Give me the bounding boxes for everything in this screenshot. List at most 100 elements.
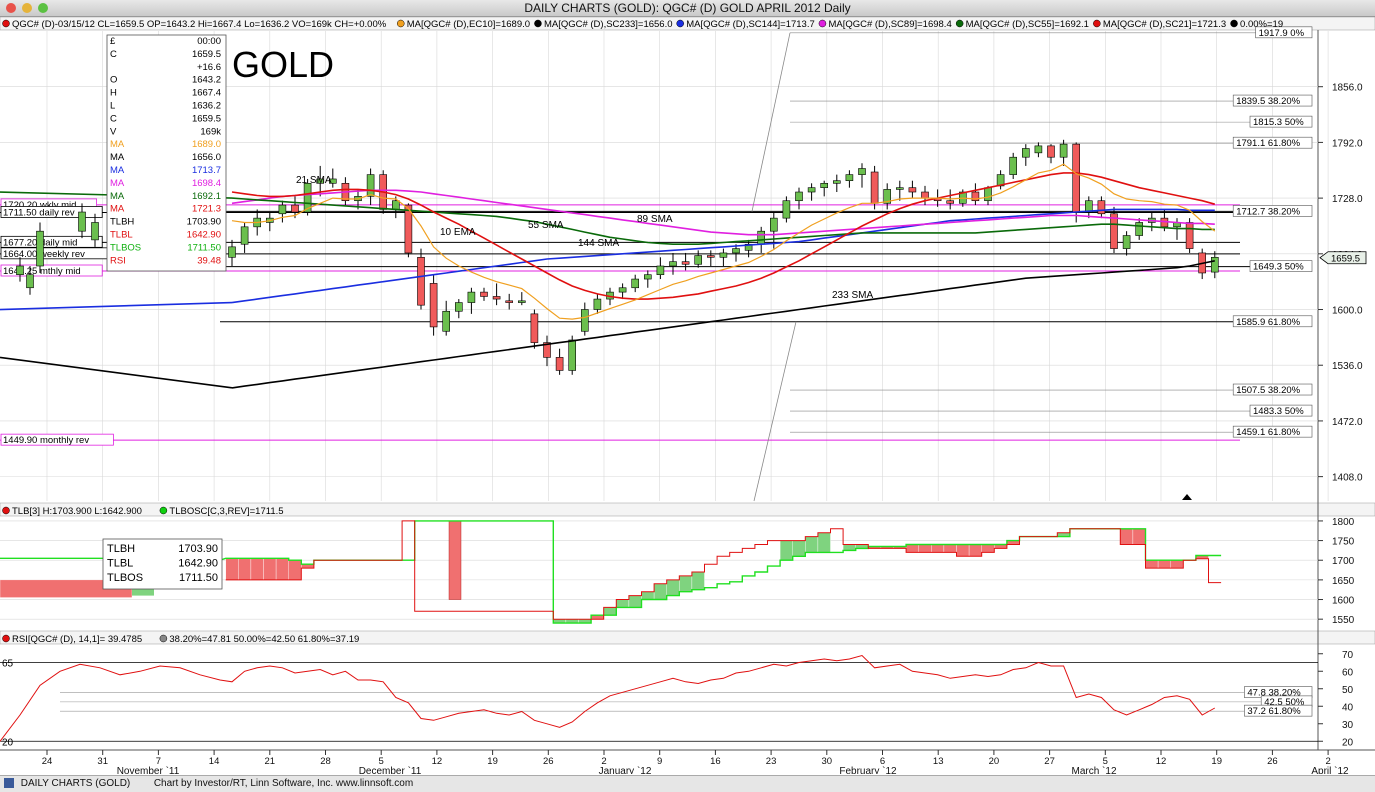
candle-body <box>1185 222 1194 249</box>
candle-body <box>36 230 44 267</box>
chart-stage[interactable]: 1720.20 wkly mid 1711.50 daily rev 1677.20… <box>0 16 1375 777</box>
zoom-window-icon[interactable] <box>38 3 48 13</box>
fib-label-box <box>1255 26 1313 39</box>
x-axis-tick-label: 31 <box>97 756 108 767</box>
candle-body <box>694 255 703 265</box>
legend-dot-icon <box>397 19 405 28</box>
candle-body <box>744 243 753 251</box>
tlb-brick <box>263 558 277 581</box>
main-axis-tick-label: 1856.0 <box>1332 83 1363 94</box>
legend-dot-icon <box>2 506 10 515</box>
tlb-axis-tick-label: 1600 <box>1332 596 1355 607</box>
info-box-key: MA <box>110 178 125 189</box>
rsi-axis-tick-label: 50 <box>1342 685 1354 696</box>
info-box-value: 169k <box>200 126 221 137</box>
tlb-brick <box>931 544 945 553</box>
main-legend-strip <box>0 16 1375 31</box>
tlb-brick <box>1145 560 1159 569</box>
x-axis-tick-label: 12 <box>432 756 443 767</box>
candle-body <box>984 187 992 202</box>
x-axis-tick-label: 2 <box>601 756 606 767</box>
fib-label-box <box>1232 205 1313 217</box>
main-axis-tick-label: 1536.0 <box>1332 361 1363 372</box>
candle-body <box>1072 143 1080 213</box>
legend-dot-icon <box>1093 19 1101 28</box>
x-axis-tick-label: 7 <box>156 756 161 767</box>
legend-dot-icon <box>2 634 10 643</box>
info-box-key: TLBOS <box>110 242 141 253</box>
candle-body <box>1047 145 1055 158</box>
candle-body <box>1059 143 1068 158</box>
candle-body <box>681 261 690 265</box>
info-box-key: MA <box>110 191 125 202</box>
x-axis-tick-label: 5 <box>379 756 384 767</box>
level-label-box <box>0 433 114 446</box>
candle-body <box>303 183 312 213</box>
rsi-fib-label: 47.8 38.20% <box>1247 688 1301 699</box>
candle-body <box>845 174 854 182</box>
tlb-box-value: 1711.50 <box>179 572 218 584</box>
main-axis-tick-label: 1728.0 <box>1332 194 1363 205</box>
fib-anchor-line <box>753 321 797 502</box>
close-window-icon[interactable] <box>6 3 16 13</box>
candle-body <box>807 187 816 193</box>
fib-label-box <box>1232 425 1313 438</box>
tlb-box-value: 1703.90 <box>178 543 218 555</box>
info-box-value: 1656.0 <box>192 152 221 163</box>
tlb-brick <box>603 607 617 616</box>
tlb-value-box: TLBH 1703.90 TLBL 1642.90 TLBOS 1711.50 <box>102 538 223 590</box>
minimize-window-icon[interactable] <box>22 3 32 13</box>
info-box-key: MA <box>110 204 125 215</box>
info-box-key: MA <box>110 152 125 163</box>
fib-label: 1712.7 38.20% <box>1236 206 1300 217</box>
level-label-box <box>0 206 103 218</box>
candle-body <box>669 261 677 267</box>
candle-body <box>921 191 929 199</box>
moving-average-line <box>0 356 233 389</box>
info-box-value: 1698.4 <box>192 178 221 189</box>
tlb-brick <box>956 544 970 557</box>
fib-label: 1483.3 50% <box>1253 406 1304 417</box>
moving-average-line <box>231 163 1216 320</box>
candle-body <box>782 200 791 219</box>
candle-body <box>996 174 1005 187</box>
tlb-brick <box>792 540 806 557</box>
candle-body <box>429 283 438 328</box>
rsi-legend-strip <box>0 630 1375 645</box>
x-axis-month-label: March `12 <box>1071 765 1116 774</box>
info-box: £00:00 C 1659.5 +16.6 O 1643.2 H 1667.4 L 1636.2 C… <box>106 34 227 272</box>
candle-body <box>719 252 728 258</box>
x-axis-tick-label: 19 <box>487 756 498 767</box>
rsi-fib-box <box>1244 704 1313 717</box>
tlb-brick <box>905 544 919 553</box>
x-axis-month-label: November `11 <box>117 765 180 774</box>
tlb-brick <box>842 544 856 551</box>
tlb-brick <box>1132 528 1146 545</box>
rsi-axis-tick-label: 60 <box>1342 667 1354 678</box>
level-label: 1711.50 daily rev <box>3 207 75 218</box>
candle-body <box>1135 222 1143 236</box>
candle-body <box>391 200 400 210</box>
level-label: 1664.00 weekly rev <box>3 249 85 260</box>
rsi-axis-tick-label: 30 <box>1342 720 1354 731</box>
moving-average-line <box>231 189 1215 236</box>
legend-dot-icon <box>676 19 684 28</box>
candle-body <box>870 171 879 204</box>
info-box-value: 1642.90 <box>187 230 221 241</box>
rsi-line <box>0 654 1216 742</box>
tlb-box-key: TLBOS <box>107 572 143 584</box>
last-price-badge <box>1319 251 1367 265</box>
candle-body <box>454 302 463 312</box>
candle-body <box>543 342 551 358</box>
level-label: 1644.25 mthly mid <box>3 266 81 277</box>
candle-body <box>1110 213 1118 249</box>
fib-label-box <box>1232 94 1313 107</box>
candle-body <box>580 309 589 332</box>
info-box-value: 1721.3 <box>192 204 221 215</box>
candle-body <box>795 191 803 202</box>
candle-body <box>555 357 564 371</box>
candle-body <box>291 204 299 213</box>
status-bar: DAILY CHARTS (GOLD) Chart by Investor/RT… <box>0 775 1375 792</box>
level-label-box <box>0 235 103 248</box>
